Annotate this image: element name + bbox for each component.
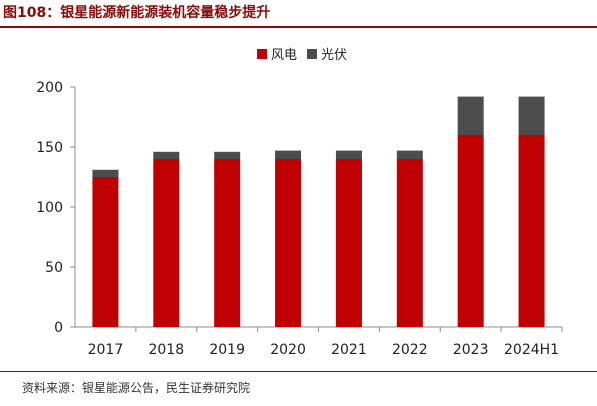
bar-chart: 0 50 100 150 200 2017 2018 2019 2020 2021 2022 2023…: [36, 80, 563, 358]
y-tick-label: 150: [36, 140, 63, 156]
bar-wind: [214, 159, 241, 327]
chart-legend: 风电 光伏: [257, 44, 347, 63]
bar-solar: [335, 150, 362, 159]
legend-label-solar: 光伏: [321, 48, 348, 63]
source-note: 资料来源：银星能源公告，民生证券研究院: [22, 381, 251, 395]
bar-wind: [518, 135, 545, 327]
bar-solar: [396, 150, 423, 159]
x-tick-label: 2020: [270, 342, 306, 358]
y-tick-label: 0: [54, 320, 63, 336]
legend-label-wind: 风电: [271, 48, 298, 63]
bar-solar: [518, 96, 545, 135]
y-tick-label: 200: [36, 80, 63, 96]
bar-solar: [92, 169, 119, 177]
bar-solar: [214, 151, 241, 159]
x-tick-label: 2022: [392, 342, 428, 358]
y-tick-label: 100: [36, 200, 63, 216]
legend-swatch-wind: [257, 48, 267, 59]
x-tick-label: 2023: [453, 342, 489, 358]
legend-item-solar: 光伏: [307, 44, 347, 63]
y-tick-label: 50: [45, 260, 63, 276]
x-tick-label: 2019: [209, 342, 245, 358]
x-tick-label: 2017: [88, 342, 124, 358]
legend-swatch-solar: [307, 48, 318, 59]
bar-solar: [275, 150, 302, 159]
bar-solar: [457, 96, 484, 135]
bar-wind: [396, 159, 423, 327]
x-tick-label: 2021: [331, 342, 367, 358]
title-divider: [0, 26, 597, 28]
legend-item-wind: 风电: [257, 44, 297, 63]
bar-wind: [153, 159, 180, 327]
bar-wind: [335, 159, 362, 327]
bar-solar: [153, 151, 180, 159]
source-divider: [0, 371, 597, 372]
bar-wind: [457, 135, 484, 327]
figure-title: 图108：银星能源新能源装机容量稳步提升: [3, 5, 271, 21]
bar-wind: [275, 159, 302, 327]
x-tick-label: 2024H1: [504, 342, 559, 358]
x-tick-label: 2018: [148, 342, 184, 358]
bar-wind: [92, 177, 119, 327]
